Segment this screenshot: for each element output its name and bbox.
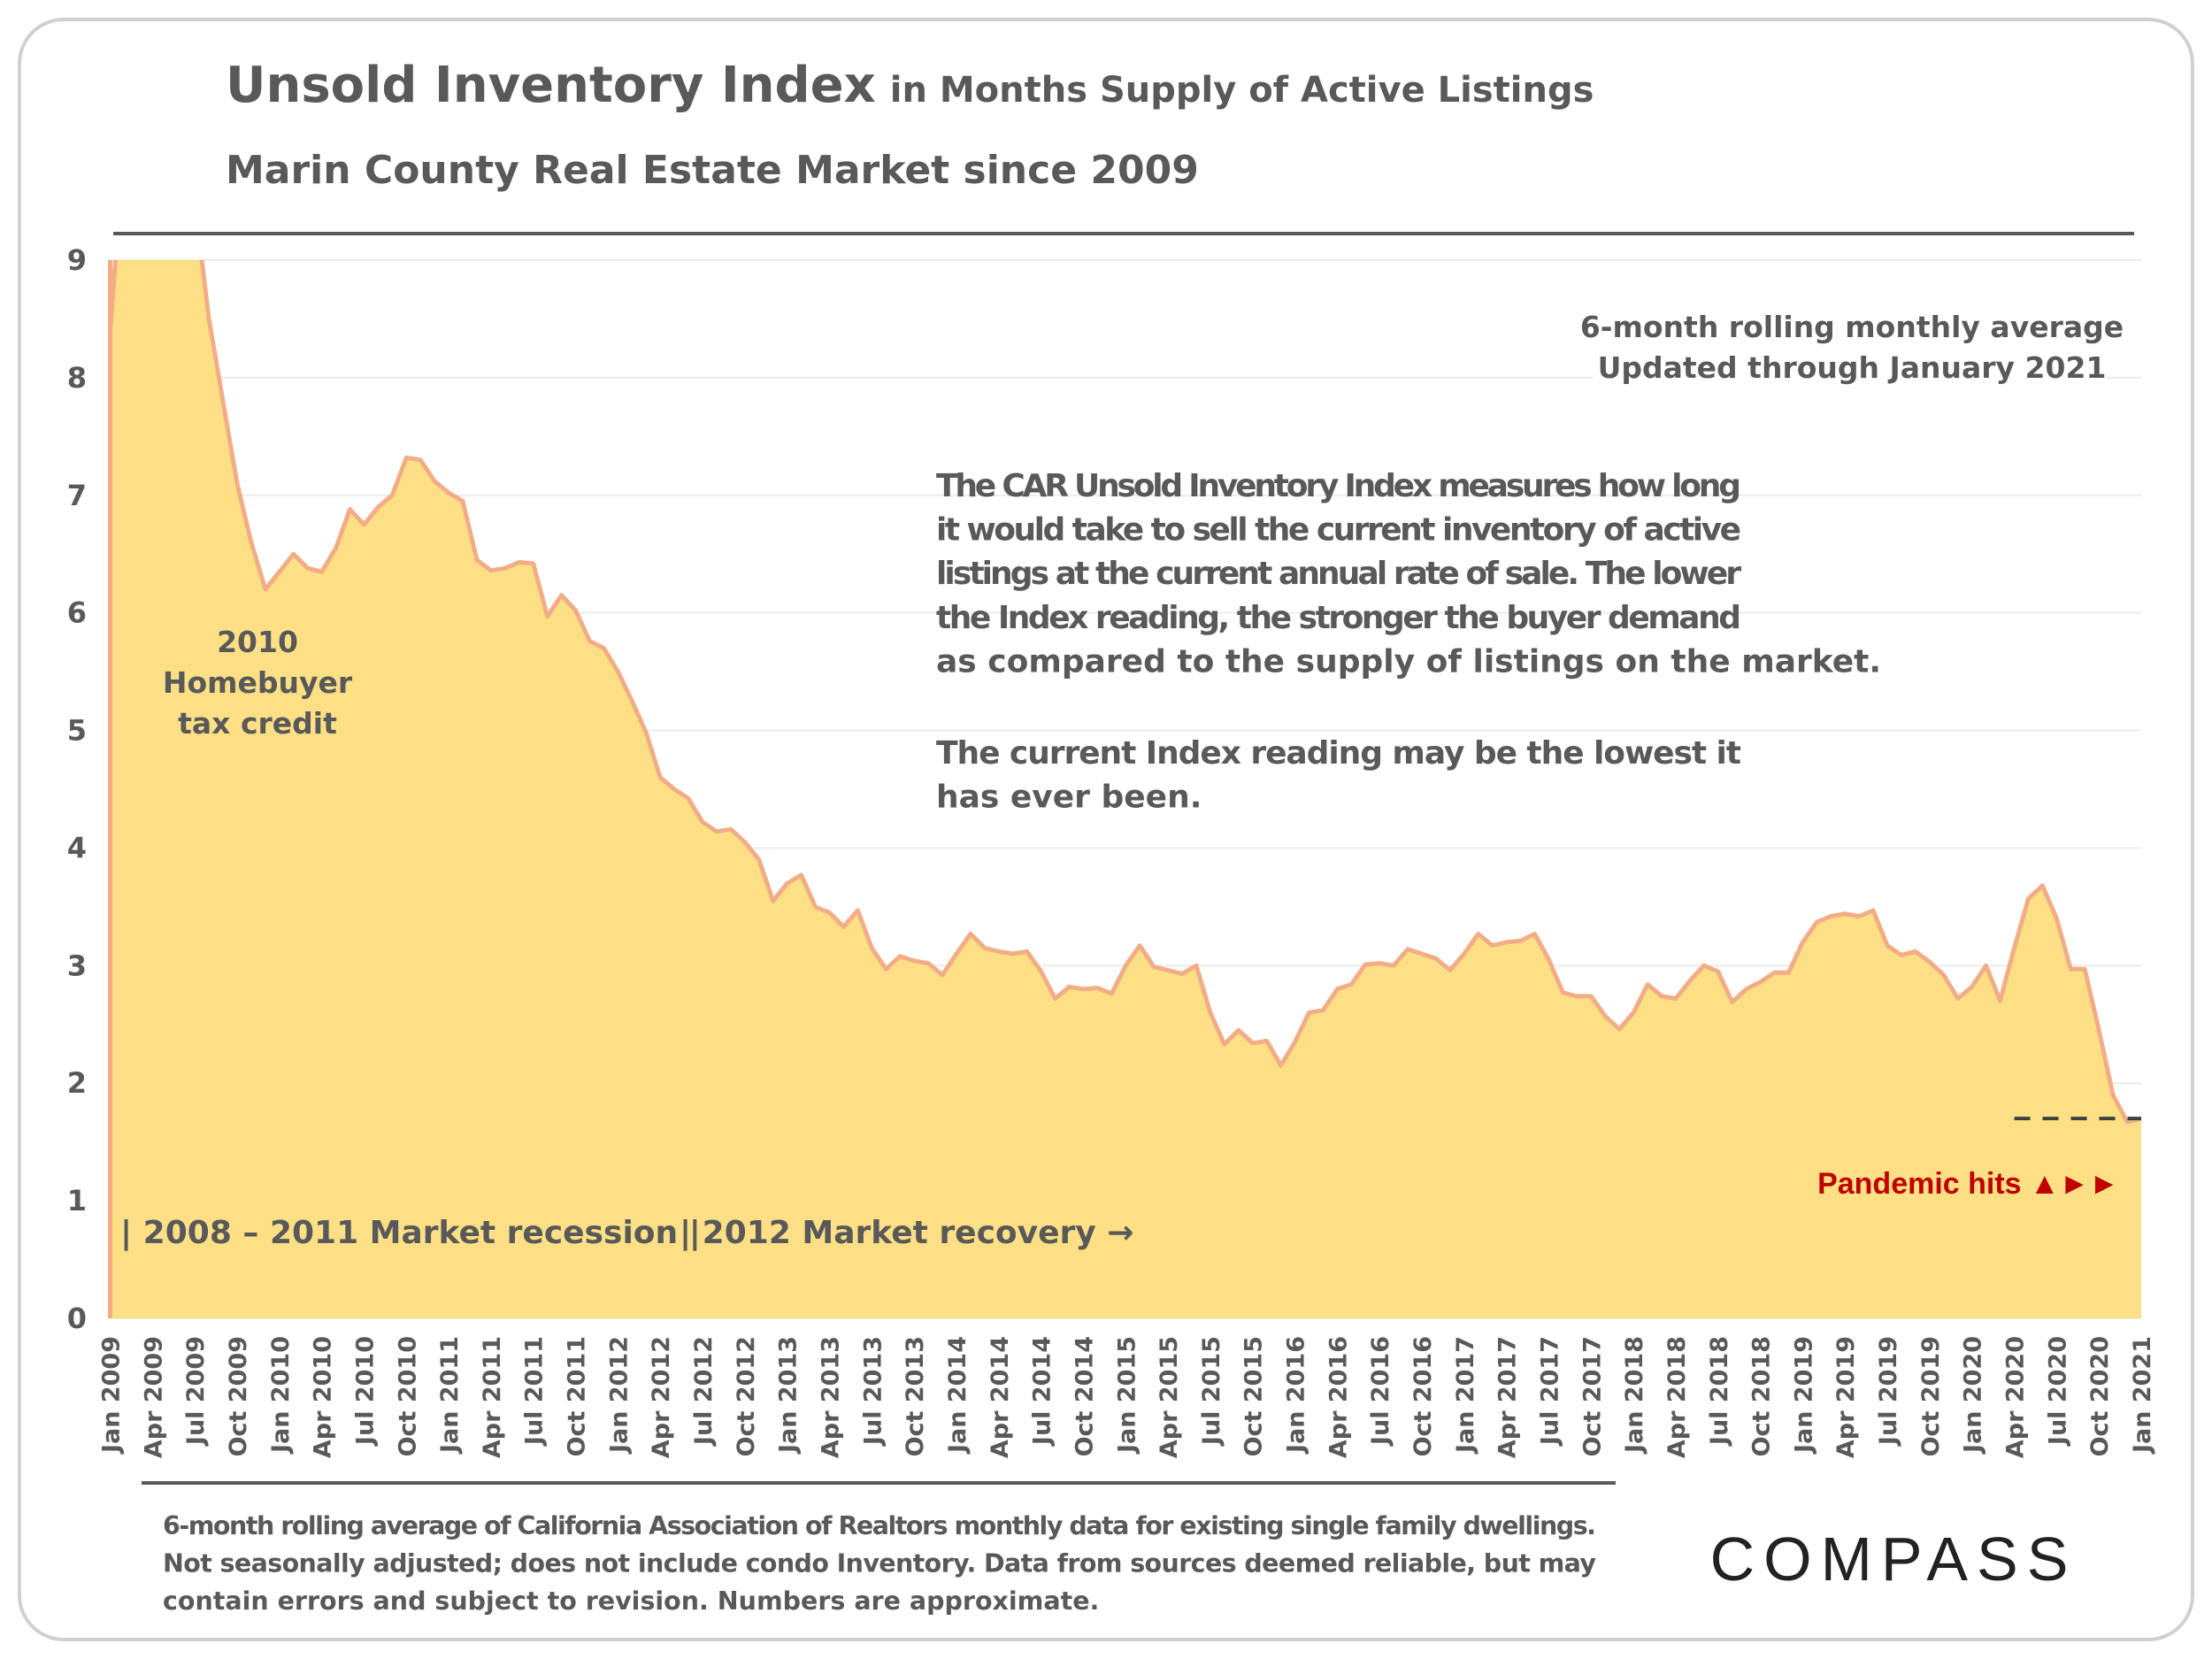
area-line bbox=[108, 260, 2142, 1125]
annotation-tax-credit: Homebuyer bbox=[163, 665, 353, 700]
logo: COMPASS bbox=[1710, 1525, 2078, 1594]
x-tick-label: Jul 2014 bbox=[1029, 1336, 1056, 1447]
note-line: 6-month rolling monthly average bbox=[1580, 310, 2124, 344]
x-tick-label: Jan 2018 bbox=[1621, 1336, 1648, 1455]
x-tick-label: Jan 2021 bbox=[2129, 1336, 2156, 1455]
y-tick-label: 9 bbox=[67, 243, 87, 277]
x-tick-label: Jul 2019 bbox=[1875, 1336, 1902, 1447]
note-box bbox=[1593, 288, 2106, 394]
chart-title: Unsold Inventory Index in Months Supply o… bbox=[226, 57, 1594, 114]
x-tick-label: Apr 2015 bbox=[1156, 1336, 1183, 1458]
y-tick-label: 3 bbox=[67, 949, 87, 982]
x-tick-label: Apr 2020 bbox=[2002, 1336, 2030, 1458]
y-tick-label: 5 bbox=[67, 714, 87, 748]
description-line: as compared to the supply of listings on… bbox=[936, 643, 1881, 680]
x-tick-label: Apr 2013 bbox=[817, 1336, 844, 1458]
y-tick-label: 6 bbox=[67, 596, 87, 630]
description-line: The current Index reading may be the low… bbox=[936, 735, 1741, 772]
x-tick-label: Apr 2019 bbox=[1832, 1336, 1860, 1458]
x-tick-label: Jul 2013 bbox=[859, 1336, 887, 1447]
y-tick-label: 1 bbox=[67, 1184, 87, 1217]
x-tick-label: Oct 2017 bbox=[1578, 1336, 1606, 1456]
x-tick-label: Apr 2016 bbox=[1325, 1336, 1352, 1458]
x-tick-label: Jan 2014 bbox=[944, 1336, 972, 1455]
annotation-tax-credit: tax credit bbox=[178, 706, 337, 741]
x-tick-label: Jul 2010 bbox=[351, 1336, 379, 1447]
x-tick-label: Apr 2017 bbox=[1494, 1336, 1522, 1458]
x-tick-label: Oct 2016 bbox=[1409, 1336, 1437, 1456]
x-tick-label: Jan 2011 bbox=[436, 1336, 464, 1455]
x-tick-label: Apr 2014 bbox=[987, 1336, 1014, 1458]
chart-subtitle: Marin County Real Estate Market since 20… bbox=[226, 148, 1199, 193]
x-tick-label: Jan 2010 bbox=[267, 1336, 295, 1455]
x-tick-label: Jul 2020 bbox=[2044, 1336, 2071, 1447]
y-tick-label: 2 bbox=[67, 1066, 87, 1100]
description-line: has ever been. bbox=[936, 780, 1202, 816]
x-tick-label: Jan 2013 bbox=[775, 1336, 803, 1455]
x-tick-label: Jan 2016 bbox=[1283, 1336, 1310, 1455]
x-tick-label: Jan 2019 bbox=[1790, 1336, 1817, 1455]
x-tick-label: Oct 2014 bbox=[1071, 1336, 1098, 1456]
footer-line: contain errors and subject to revision. … bbox=[163, 1586, 1099, 1616]
x-tick-label: Jul 2017 bbox=[1536, 1336, 1563, 1447]
x-tick-label: Oct 2010 bbox=[394, 1336, 421, 1456]
y-tick-label: 0 bbox=[67, 1302, 87, 1335]
x-tick-label: Jul 2012 bbox=[690, 1336, 718, 1447]
note-line: Updated through January 2021 bbox=[1598, 350, 2107, 385]
annotation-pandemic: Pandemic hits ▲►► bbox=[1817, 1167, 2119, 1201]
description-line: it would take to sell the current invent… bbox=[936, 512, 1741, 549]
x-tick-label: Oct 2020 bbox=[2086, 1336, 2114, 1456]
x-tick-label: Jan 2012 bbox=[605, 1336, 633, 1455]
x-tick-label: Jan 2015 bbox=[1113, 1336, 1141, 1455]
description-line: listings at the current annual rate of s… bbox=[936, 556, 1741, 592]
y-tick-label: 8 bbox=[67, 361, 87, 395]
footer-line: Not seasonally adjusted; does not includ… bbox=[163, 1549, 1596, 1578]
description-line: The CAR Unsold Inventory Index measures … bbox=[936, 468, 1741, 504]
area-fill bbox=[110, 260, 2141, 1318]
x-tick-label: Oct 2015 bbox=[1240, 1336, 1268, 1456]
title: Unsold Inventory Index bbox=[226, 57, 876, 114]
description-line: the Index reading, the stronger the buye… bbox=[936, 600, 1741, 636]
annotation-tax-credit: 2010 bbox=[217, 625, 298, 659]
y-tick-label: 7 bbox=[67, 479, 87, 512]
x-tick-label: Jul 2016 bbox=[1367, 1336, 1394, 1447]
x-tick-label: Oct 2013 bbox=[902, 1336, 929, 1456]
annotation-recovery: | 2012 Market recovery → bbox=[680, 1215, 1133, 1251]
x-tick-label: Oct 2019 bbox=[1917, 1336, 1945, 1456]
x-tick-label: Apr 2009 bbox=[140, 1336, 167, 1458]
x-tick-label: Oct 2009 bbox=[225, 1336, 252, 1456]
x-tick-label: Oct 2018 bbox=[1748, 1336, 1776, 1456]
x-tick-label: Apr 2012 bbox=[648, 1336, 675, 1458]
x-tick-label: Jul 2015 bbox=[1198, 1336, 1225, 1447]
title-suffix: in Months Supply of Active Listings bbox=[890, 70, 1594, 111]
x-tick-label: Jul 2018 bbox=[1706, 1336, 1733, 1447]
x-tick-label: Jan 2009 bbox=[98, 1336, 126, 1455]
x-tick-label: Jul 2011 bbox=[521, 1336, 549, 1447]
x-tick-label: Jul 2009 bbox=[182, 1336, 210, 1447]
x-tick-label: Oct 2012 bbox=[733, 1336, 760, 1456]
footer-line: 6-month rolling average of California As… bbox=[163, 1511, 1596, 1540]
x-tick-label: Apr 2018 bbox=[1663, 1336, 1691, 1458]
x-tick-label: Apr 2011 bbox=[479, 1336, 506, 1458]
x-tick-label: Oct 2011 bbox=[564, 1336, 591, 1456]
x-tick-label: Apr 2010 bbox=[310, 1336, 337, 1458]
x-tick-label: Jan 2017 bbox=[1452, 1336, 1479, 1455]
y-tick-label: 4 bbox=[67, 831, 87, 864]
x-tick-label: Jan 2020 bbox=[1960, 1336, 1987, 1455]
annotation-recession: | 2008 – 2011 Market recession | bbox=[120, 1215, 701, 1251]
